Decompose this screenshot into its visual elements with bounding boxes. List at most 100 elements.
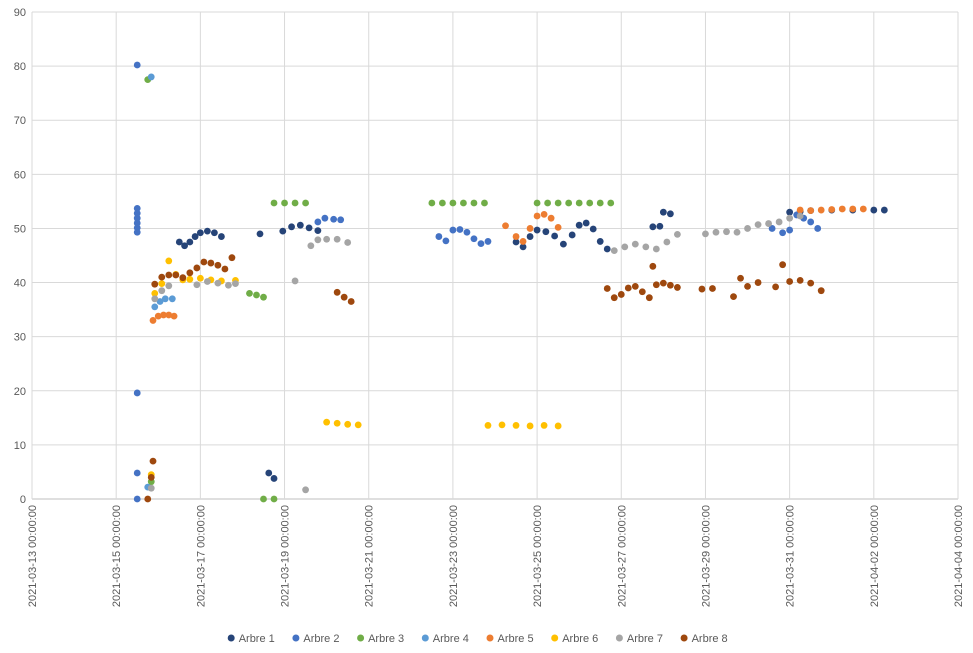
series-8	[144, 254, 825, 503]
data-point	[337, 216, 345, 224]
x-tick-label: 2021-03-13 00:00:00	[27, 505, 39, 607]
y-tick-label: 20	[14, 386, 26, 398]
legend-marker	[421, 634, 429, 642]
data-point	[307, 242, 315, 250]
data-point	[838, 205, 846, 213]
data-point	[796, 212, 804, 220]
data-point	[291, 277, 299, 285]
data-point	[210, 229, 218, 237]
data-point	[596, 199, 604, 207]
y-axis-tick-labels: 0 10 20 30 40 50 60 70 80 90	[14, 7, 26, 506]
y-tick-label: 70	[14, 115, 26, 127]
data-point	[652, 245, 660, 253]
data-point	[607, 199, 615, 207]
data-point	[193, 264, 201, 272]
data-point	[161, 295, 169, 303]
y-tick-label: 80	[14, 61, 26, 73]
legend-item: Arbre 6	[551, 633, 598, 645]
data-point	[203, 227, 211, 235]
data-point	[744, 225, 751, 232]
data-point	[354, 421, 362, 429]
data-point	[730, 293, 737, 301]
data-point	[673, 284, 681, 291]
data-point	[435, 233, 443, 240]
data-point	[807, 218, 815, 226]
data-point	[191, 233, 199, 240]
data-point	[428, 199, 436, 207]
data-point	[228, 254, 236, 262]
data-point	[256, 230, 264, 238]
data-point	[156, 298, 164, 305]
y-tick-label: 60	[14, 169, 26, 181]
x-tick-label: 2021-03-31 00:00:00	[785, 505, 797, 607]
x-tick-label: 2021-03-15 00:00:00	[111, 505, 123, 607]
data-point	[333, 419, 341, 427]
data-point	[449, 199, 457, 207]
data-point	[817, 287, 825, 295]
data-point	[151, 289, 159, 297]
data-point	[449, 226, 457, 234]
data-point	[270, 199, 278, 207]
data-point	[533, 199, 541, 207]
legend-marker	[292, 634, 300, 642]
data-point	[542, 228, 550, 236]
data-point	[133, 209, 141, 217]
data-point	[533, 212, 541, 220]
data-point	[512, 422, 520, 429]
data-point	[565, 199, 573, 207]
data-point	[559, 240, 567, 248]
data-point	[870, 206, 878, 214]
data-point	[168, 295, 176, 303]
data-point	[610, 247, 618, 255]
data-point	[158, 273, 166, 281]
legend-label: Arbre 5	[498, 633, 534, 645]
data-point	[442, 237, 450, 245]
data-point	[828, 206, 836, 213]
data-point	[460, 199, 467, 207]
data-point	[786, 278, 794, 285]
data-point	[160, 311, 167, 319]
data-point	[673, 230, 681, 238]
legend-label: Arbre 3	[368, 633, 404, 645]
data-point	[151, 303, 159, 311]
legend-item: Arbre 2	[292, 633, 339, 645]
series-4	[144, 73, 176, 491]
data-point	[207, 259, 215, 267]
data-point	[172, 271, 180, 279]
legend-item: Arbre 4	[421, 633, 469, 645]
data-point	[265, 469, 273, 477]
data-point	[193, 281, 201, 289]
data-point	[144, 495, 152, 503]
data-point	[186, 238, 194, 246]
series-7	[147, 212, 804, 494]
x-axis-tick-labels: 2021-03-13 00:00:00 2021-03-15 00:00:00 20…	[27, 505, 965, 607]
data-point	[519, 243, 527, 251]
data-point	[533, 226, 541, 234]
data-point	[165, 257, 173, 265]
data-point	[498, 421, 506, 429]
data-point	[323, 235, 331, 243]
y-tick-label: 50	[14, 223, 26, 235]
x-tick-label: 2021-03-23 00:00:00	[448, 505, 460, 607]
data-point	[649, 223, 657, 231]
data-point	[712, 228, 720, 236]
data-point	[175, 238, 183, 246]
data-point	[270, 475, 278, 482]
data-point	[147, 73, 155, 81]
data-point	[314, 227, 322, 235]
data-point	[568, 231, 576, 239]
legend: Arbre 1 Arbre 2 Arbre 3 Arbre 4 Arbre 5 Arbre…	[227, 633, 728, 645]
data-point	[149, 457, 157, 465]
legend-item: Arbre 5	[486, 633, 534, 645]
data-point	[603, 245, 611, 253]
data-point	[170, 312, 178, 320]
data-point	[512, 233, 520, 240]
data-point	[133, 228, 141, 236]
data-point	[314, 236, 322, 244]
legend-label: Arbre 2	[303, 633, 339, 645]
data-point	[333, 235, 341, 243]
data-point	[754, 279, 762, 286]
data-point	[340, 293, 348, 301]
